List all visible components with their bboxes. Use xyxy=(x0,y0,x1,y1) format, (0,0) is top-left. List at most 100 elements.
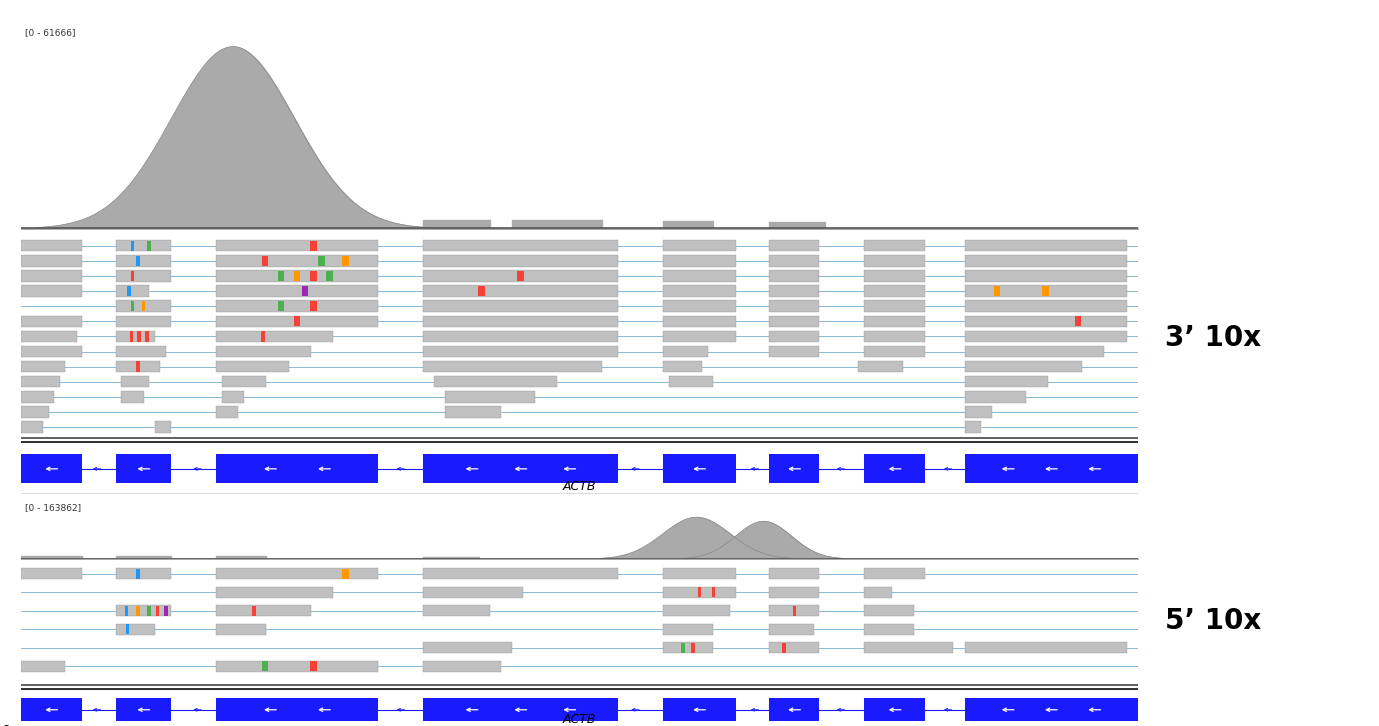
Bar xyxy=(964,454,1138,484)
Bar xyxy=(769,587,819,597)
Bar xyxy=(164,605,168,616)
Bar xyxy=(137,362,139,372)
Bar xyxy=(769,346,819,357)
Bar xyxy=(310,240,317,251)
Bar xyxy=(294,271,301,281)
Bar xyxy=(21,698,83,722)
Bar xyxy=(302,286,309,296)
Bar xyxy=(21,346,83,357)
Bar xyxy=(423,346,618,357)
Bar xyxy=(663,624,713,635)
Bar xyxy=(663,605,729,616)
Bar xyxy=(131,271,134,281)
Bar xyxy=(865,301,925,312)
Bar xyxy=(131,240,134,251)
Bar xyxy=(222,376,266,388)
Bar xyxy=(964,240,1127,251)
Bar xyxy=(423,661,501,672)
Bar xyxy=(423,240,618,251)
Bar xyxy=(121,391,143,402)
Bar xyxy=(793,605,796,616)
Bar xyxy=(423,316,618,327)
Bar xyxy=(769,605,819,616)
Bar xyxy=(769,454,819,484)
Bar xyxy=(116,270,171,282)
Bar xyxy=(681,643,685,653)
Bar xyxy=(217,698,378,722)
Bar xyxy=(769,624,814,635)
Bar xyxy=(865,285,925,297)
Bar xyxy=(769,285,819,297)
Bar xyxy=(423,643,512,653)
Bar xyxy=(423,255,618,266)
Bar xyxy=(964,698,1138,722)
Bar xyxy=(217,624,266,635)
Bar xyxy=(21,421,43,433)
Bar xyxy=(277,271,284,281)
Bar xyxy=(865,346,925,357)
Bar xyxy=(116,605,171,616)
Bar xyxy=(865,605,914,616)
Text: ACTB: ACTB xyxy=(563,480,596,493)
Bar xyxy=(217,568,378,579)
Bar xyxy=(137,256,139,266)
Bar xyxy=(342,256,349,266)
Bar xyxy=(964,316,1127,327)
Bar xyxy=(964,270,1127,282)
Bar xyxy=(116,240,171,251)
Bar xyxy=(137,568,139,579)
Bar xyxy=(423,331,618,342)
Bar xyxy=(217,454,378,484)
Bar xyxy=(423,698,618,722)
Bar xyxy=(116,454,171,484)
Bar xyxy=(121,376,149,388)
Bar xyxy=(865,624,914,635)
Bar xyxy=(477,286,485,296)
Bar xyxy=(1043,286,1049,296)
Bar xyxy=(116,361,160,372)
Bar xyxy=(148,240,150,251)
Bar xyxy=(423,270,618,282)
Bar xyxy=(148,605,150,616)
Bar xyxy=(217,605,312,616)
Bar xyxy=(21,407,48,417)
Bar xyxy=(423,605,490,616)
Bar xyxy=(116,255,171,266)
Bar xyxy=(865,316,925,327)
Bar xyxy=(865,587,892,597)
Bar xyxy=(116,346,165,357)
Bar xyxy=(277,301,284,311)
Text: ACTB: ACTB xyxy=(563,713,596,726)
Bar xyxy=(663,285,735,297)
Bar xyxy=(769,301,819,312)
Bar xyxy=(663,240,735,251)
Bar xyxy=(964,643,1127,653)
Bar xyxy=(769,568,819,579)
Text: [0 - 61666]: [0 - 61666] xyxy=(25,28,76,37)
Bar xyxy=(156,605,159,616)
Text: [0 - 163862]: [0 - 163862] xyxy=(25,502,81,512)
Bar xyxy=(217,255,378,266)
Bar xyxy=(1074,316,1081,327)
Bar xyxy=(865,454,925,484)
Bar xyxy=(116,301,171,312)
Bar xyxy=(769,331,819,342)
Bar xyxy=(445,407,501,417)
Text: 3’ 10x: 3’ 10x xyxy=(1165,324,1262,351)
Bar xyxy=(21,331,77,342)
Bar xyxy=(663,587,735,597)
Bar xyxy=(865,568,925,579)
Bar xyxy=(21,316,83,327)
Bar xyxy=(116,698,171,722)
Bar xyxy=(769,698,819,722)
Bar xyxy=(130,331,132,341)
Bar xyxy=(21,240,83,251)
Bar xyxy=(262,256,268,266)
Bar xyxy=(517,271,524,281)
Bar xyxy=(21,361,65,372)
Bar xyxy=(782,643,786,653)
Bar xyxy=(858,361,903,372)
Bar xyxy=(964,407,993,417)
Bar xyxy=(423,454,618,484)
Bar xyxy=(310,301,317,311)
